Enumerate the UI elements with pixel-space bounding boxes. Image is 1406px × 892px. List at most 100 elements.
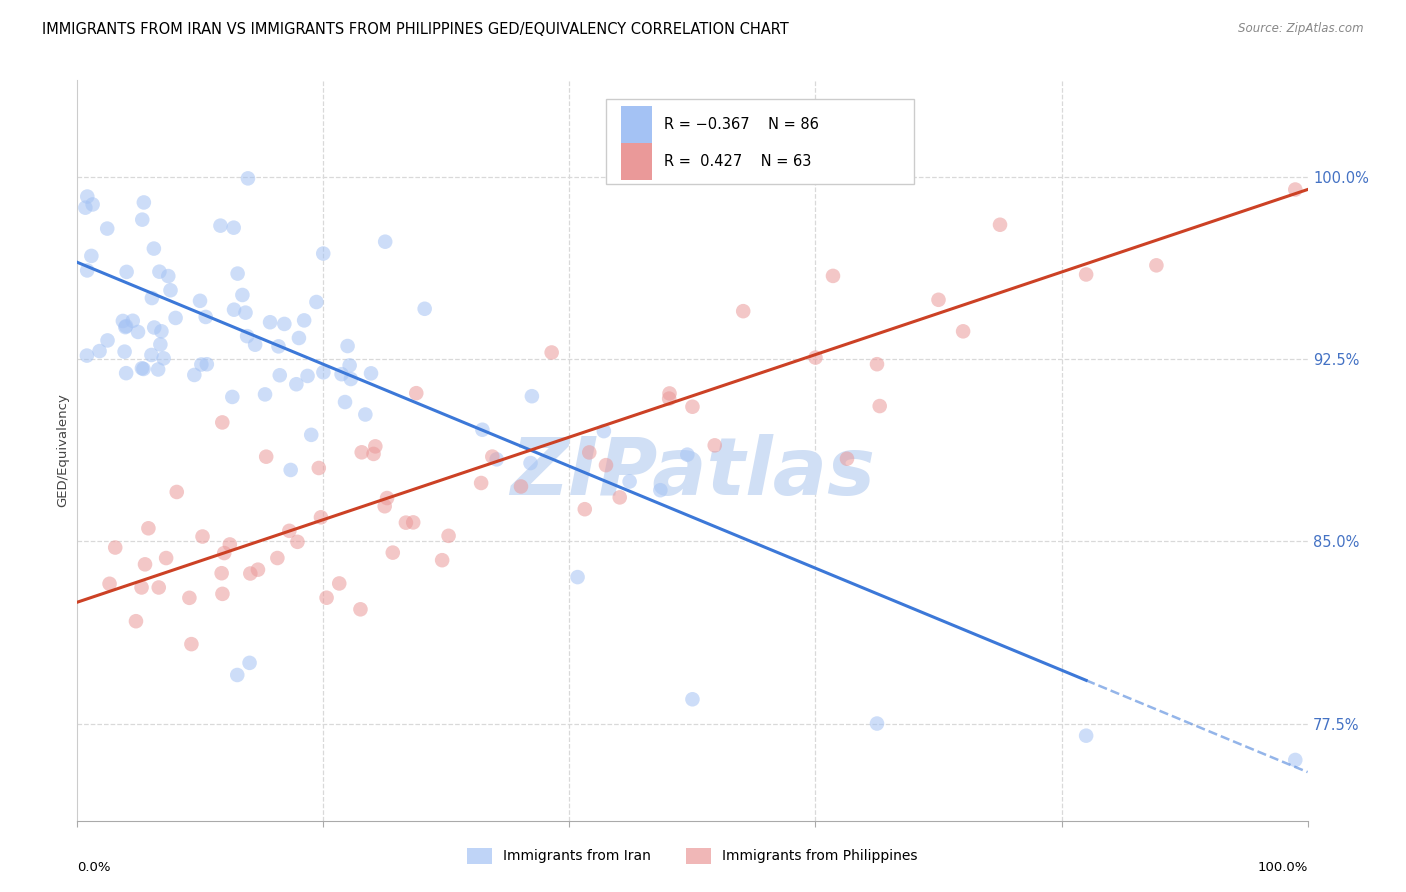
Point — [131, 212, 153, 227]
Point — [315, 591, 337, 605]
Point — [574, 502, 596, 516]
Point — [209, 219, 232, 233]
Point — [222, 302, 245, 317]
Point — [804, 351, 827, 365]
Point — [155, 551, 177, 566]
Y-axis label: GED/Equivalency: GED/Equivalency — [56, 393, 69, 508]
Point — [288, 331, 311, 345]
Point — [188, 293, 211, 308]
Point — [211, 587, 233, 601]
Point — [141, 348, 163, 362]
Point — [80, 249, 103, 263]
Point — [280, 463, 302, 477]
Point — [340, 372, 363, 386]
Point — [96, 334, 118, 348]
Point — [235, 305, 257, 319]
Text: Source: ZipAtlas.com: Source: ZipAtlas.com — [1239, 22, 1364, 36]
Point — [402, 516, 425, 530]
Point — [308, 461, 330, 475]
Point — [328, 576, 350, 591]
Point — [336, 339, 359, 353]
Point — [195, 357, 218, 371]
Point — [138, 521, 160, 535]
Point — [592, 424, 614, 438]
Point — [179, 591, 201, 605]
Point — [519, 456, 541, 470]
Point — [259, 315, 281, 329]
Point — [131, 361, 153, 376]
Point — [159, 283, 181, 297]
Point — [254, 450, 277, 464]
Point — [183, 368, 205, 382]
Point — [115, 366, 138, 380]
Point — [988, 218, 1011, 232]
Point — [312, 246, 335, 260]
Point — [866, 716, 889, 731]
Point — [650, 483, 672, 498]
Point — [485, 452, 508, 467]
Point — [131, 581, 153, 595]
Point — [354, 408, 377, 422]
Point — [211, 416, 233, 430]
Point — [381, 546, 404, 560]
Point — [134, 558, 156, 572]
Point — [191, 529, 214, 543]
Point — [520, 389, 543, 403]
Point — [141, 291, 163, 305]
Text: 100.0%: 100.0% — [1257, 862, 1308, 874]
Point — [273, 317, 295, 331]
Point — [287, 534, 309, 549]
Point — [222, 220, 245, 235]
Point — [866, 357, 889, 371]
Point — [682, 692, 704, 706]
Point — [96, 221, 118, 235]
Point — [212, 546, 235, 560]
Point — [540, 345, 562, 359]
Text: R =  0.427    N = 63: R = 0.427 N = 63 — [664, 154, 811, 169]
Point — [470, 475, 492, 490]
Point — [567, 570, 589, 584]
Point — [231, 288, 253, 302]
Point — [364, 439, 387, 453]
Point — [76, 189, 98, 203]
Point — [132, 195, 155, 210]
Point — [309, 510, 332, 524]
Point — [733, 304, 755, 318]
Point — [821, 268, 844, 283]
Point — [190, 358, 212, 372]
Point — [76, 349, 98, 363]
Point — [148, 265, 170, 279]
Point — [299, 428, 322, 442]
Point — [285, 377, 308, 392]
Point — [1076, 268, 1098, 282]
Point — [312, 365, 335, 379]
Text: R = −0.367    N = 86: R = −0.367 N = 86 — [664, 117, 820, 132]
Point — [221, 390, 243, 404]
Point — [703, 438, 725, 452]
Point — [165, 310, 187, 325]
Point — [115, 265, 138, 279]
Point — [835, 451, 858, 466]
Point — [125, 614, 148, 628]
Text: ZIPatlas: ZIPatlas — [510, 434, 875, 512]
Point — [75, 201, 97, 215]
Point — [236, 329, 259, 343]
Point — [658, 386, 681, 401]
Point — [510, 479, 533, 493]
Point — [104, 541, 127, 555]
Point — [267, 339, 290, 353]
Point — [297, 368, 319, 383]
Point — [869, 399, 891, 413]
Point — [149, 337, 172, 351]
Point — [619, 475, 641, 489]
Point — [143, 320, 166, 334]
Point — [226, 668, 249, 682]
Point — [350, 445, 373, 459]
Bar — [621, 106, 652, 144]
Point — [928, 293, 950, 307]
Point — [269, 368, 291, 383]
Point — [114, 344, 136, 359]
Point — [595, 458, 617, 472]
Point — [333, 395, 356, 409]
Point — [89, 344, 111, 359]
